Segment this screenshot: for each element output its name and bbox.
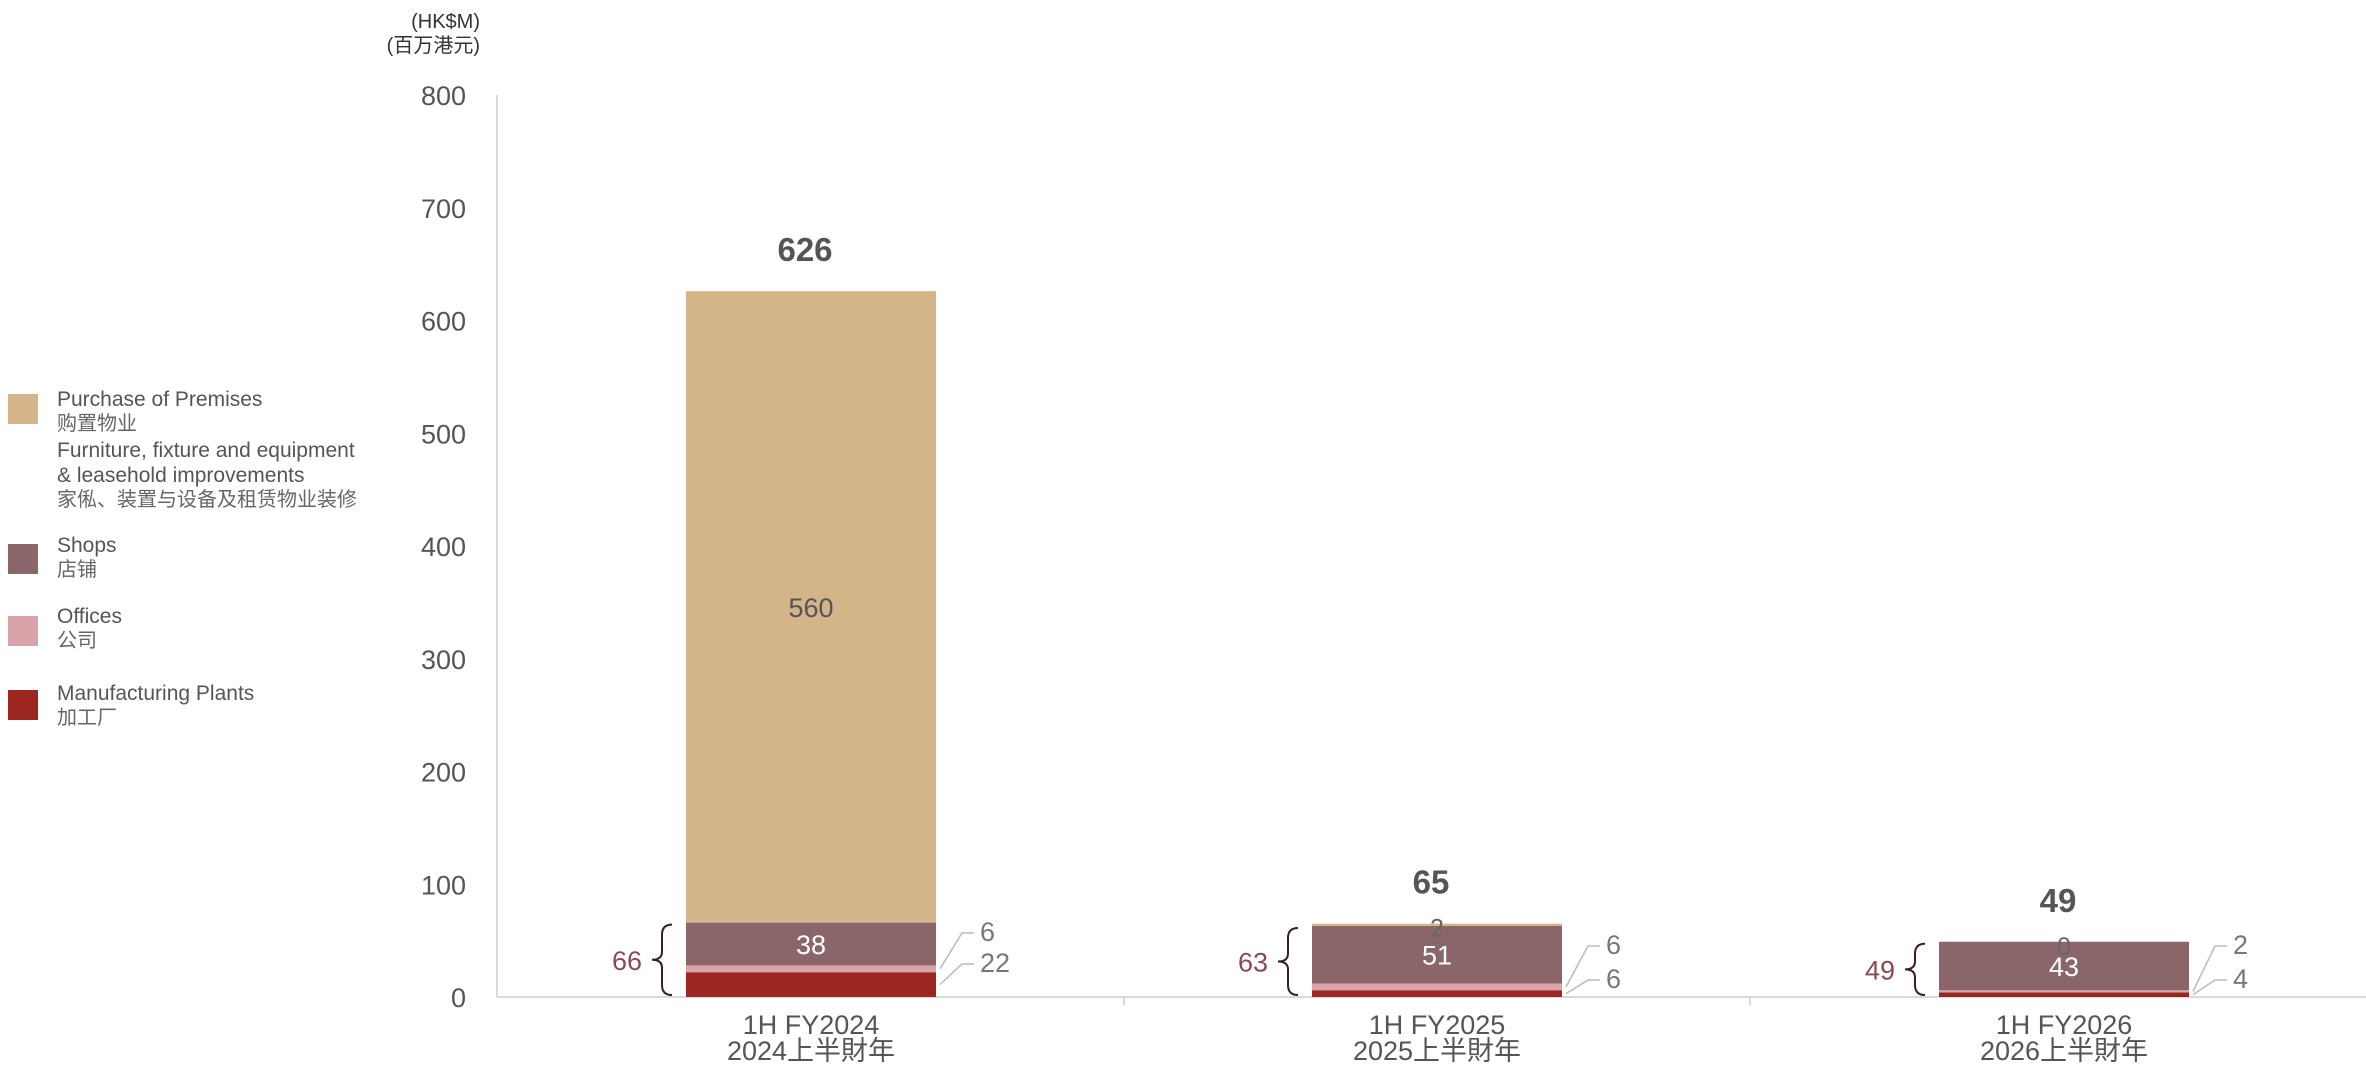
unit-label-en: (HK$M) bbox=[411, 11, 480, 33]
bar-total-label-1: 65 bbox=[1413, 864, 1450, 901]
bar-offices-2 bbox=[1939, 990, 2189, 993]
legend-swatch-offices bbox=[8, 616, 38, 646]
bar-plants-2 bbox=[1939, 992, 2189, 997]
legend-plants-cn: 加工厂 bbox=[57, 707, 117, 729]
y-tick-label-400: 400 bbox=[421, 532, 466, 562]
y-tick-label-200: 200 bbox=[421, 758, 466, 788]
bracket-total-label-1: 63 bbox=[1238, 947, 1268, 977]
y-tick-label-500: 500 bbox=[421, 419, 466, 449]
x-category-label-cn-1: 2025上半財年 bbox=[1353, 1036, 1521, 1066]
x-category-label-en-1: 1H FY2025 bbox=[1369, 1010, 1506, 1040]
bracket-total-label-2: 49 bbox=[1865, 955, 1895, 985]
leader-line-offices-1 bbox=[1565, 945, 1600, 988]
bar-premises-1 bbox=[1312, 923, 1562, 926]
segment-label-plants-0: 22 bbox=[980, 948, 1010, 978]
segment-label-premises-1: 2 bbox=[1430, 915, 1444, 943]
bar-shops-1 bbox=[1312, 925, 1562, 984]
legend-label-shops: Shops 店铺 bbox=[57, 533, 117, 583]
leader-line-offices-0 bbox=[939, 932, 974, 970]
x-category-label-cn-0: 2024上半財年 bbox=[727, 1036, 895, 1066]
segment-label-offices-2: 2 bbox=[2233, 930, 2248, 960]
leader-line-offices-2 bbox=[2192, 945, 2227, 992]
bar-offices-1 bbox=[1312, 983, 1562, 991]
bar-shops-0 bbox=[686, 922, 936, 966]
segment-label-shops-2: 43 bbox=[2049, 952, 2079, 982]
segment-label-plants-1: 6 bbox=[1606, 964, 1621, 994]
bar-total-label-0: 626 bbox=[777, 231, 832, 268]
leader-line-plants-2 bbox=[2192, 979, 2227, 996]
bracket-total-label-0: 66 bbox=[612, 946, 642, 976]
legend-label-offices: Offices 公司 bbox=[57, 604, 122, 654]
segment-label-premises-0: 560 bbox=[788, 593, 833, 623]
segment-label-offices-0: 6 bbox=[980, 917, 995, 947]
y-tick-label-700: 700 bbox=[421, 194, 466, 224]
unit-label-cn: (百万港元) bbox=[387, 34, 480, 57]
legend-shops-cn: 店铺 bbox=[57, 559, 97, 581]
bracket-brace-1 bbox=[1277, 926, 1299, 996]
legend-label-ffe: Furniture, fixture and equipment & lease… bbox=[57, 438, 357, 513]
x-category-label-en-2: 1H FY2026 bbox=[1996, 1010, 2133, 1040]
leader-line-plants-0 bbox=[939, 963, 974, 986]
legend-swatch-premises bbox=[8, 394, 38, 424]
bar-shops-2 bbox=[1939, 941, 2189, 991]
x-category-label-en-0: 1H FY2024 bbox=[743, 1010, 880, 1040]
legend-offices-cn: 公司 bbox=[57, 630, 97, 652]
y-tick-label-0: 0 bbox=[451, 983, 466, 1013]
legend-ffe-en2: & leasehold improvements bbox=[57, 464, 305, 487]
bracket-brace-0 bbox=[651, 923, 673, 996]
legend-shops-en: Shops bbox=[57, 534, 117, 557]
leader-line-plants-1 bbox=[1565, 979, 1600, 995]
bar-offices-0 bbox=[686, 965, 936, 973]
legend-ffe-en1: Furniture, fixture and equipment bbox=[57, 439, 355, 462]
segment-label-shops-1: 51 bbox=[1422, 941, 1452, 971]
legend-label-plants: Manufacturing Plants 加工厂 bbox=[57, 681, 254, 731]
segment-label-premises-2: 0 bbox=[2057, 933, 2071, 961]
legend-plants-en: Manufacturing Plants bbox=[57, 682, 255, 705]
legend-offices-en: Offices bbox=[57, 605, 122, 628]
y-tick-label-100: 100 bbox=[421, 870, 466, 900]
bars bbox=[686, 291, 2189, 997]
y-tick-label-600: 600 bbox=[421, 307, 466, 337]
legend-swatch-shops bbox=[8, 544, 38, 574]
bar-plants-0 bbox=[686, 972, 936, 997]
bar-premises-0 bbox=[686, 291, 936, 923]
segment-label-shops-0: 38 bbox=[796, 930, 826, 960]
y-tick-label-300: 300 bbox=[421, 645, 466, 675]
bar-plants-1 bbox=[1312, 990, 1562, 997]
legend-ffe-cn: 家俬、装置与设备及租赁物业装修 bbox=[57, 489, 357, 511]
segment-label-offices-1: 6 bbox=[1606, 930, 1621, 960]
legend-premises-cn: 购置物业 bbox=[57, 413, 137, 435]
x-category-label-cn-2: 2026上半財年 bbox=[1980, 1036, 2148, 1066]
legend-label-premises: Purchase of Premises 购置物业 bbox=[57, 387, 262, 437]
bracket-brace-2 bbox=[1904, 942, 1926, 996]
legend-premises-en: Purchase of Premises bbox=[57, 388, 263, 411]
legend-swatch-plants bbox=[8, 690, 38, 720]
segment-label-plants-2: 4 bbox=[2233, 964, 2248, 994]
y-tick-label-800: 800 bbox=[421, 81, 466, 111]
bar-total-label-2: 49 bbox=[2040, 882, 2077, 919]
